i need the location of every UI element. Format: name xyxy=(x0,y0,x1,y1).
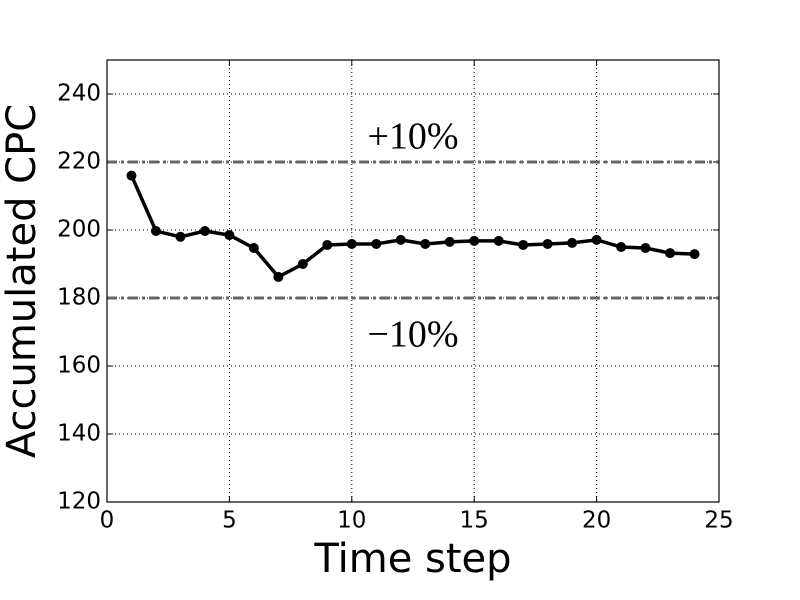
y-axis-label: Accumulated CPC xyxy=(0,104,45,458)
data-point xyxy=(248,243,259,254)
y-tick-label: 180 xyxy=(57,285,101,311)
y-tick-label: 120 xyxy=(57,489,101,515)
data-point xyxy=(616,242,627,252)
data-point xyxy=(297,259,308,269)
y-tick-label: 200 xyxy=(57,217,101,243)
data-point xyxy=(150,226,161,237)
data-point xyxy=(640,243,651,254)
x-axis-label: Time step xyxy=(313,536,511,582)
x-tick-label: 20 xyxy=(582,508,611,534)
y-tick-label: 220 xyxy=(57,149,101,175)
x-tick-label: 0 xyxy=(100,508,115,534)
data-point xyxy=(689,249,700,260)
data-point xyxy=(567,237,578,248)
data-point xyxy=(224,230,235,241)
data-point xyxy=(665,248,676,259)
data-point xyxy=(322,239,333,250)
y-tick-label: 240 xyxy=(57,81,101,107)
data-point xyxy=(542,238,553,249)
data-point xyxy=(395,234,406,245)
data-point xyxy=(469,235,480,246)
reference-label: +10% xyxy=(367,116,458,158)
x-tick-label: 15 xyxy=(460,508,489,534)
data-point xyxy=(199,226,210,237)
data-point xyxy=(273,271,284,282)
data-point xyxy=(591,234,602,245)
data-point xyxy=(493,235,504,246)
data-point xyxy=(126,170,137,181)
data-point xyxy=(420,238,431,249)
reference-label: −10% xyxy=(367,314,458,356)
x-tick-label: 25 xyxy=(704,508,733,534)
data-point xyxy=(371,238,382,249)
data-point xyxy=(518,239,529,250)
data-point xyxy=(346,238,357,249)
x-tick-label: 5 xyxy=(222,508,237,534)
data-point xyxy=(175,231,186,242)
plot-frame xyxy=(106,59,720,503)
data-point xyxy=(444,236,455,247)
x-tick-label: 10 xyxy=(337,508,366,534)
y-tick-label: 140 xyxy=(57,421,101,447)
y-tick-label: 160 xyxy=(57,353,101,379)
